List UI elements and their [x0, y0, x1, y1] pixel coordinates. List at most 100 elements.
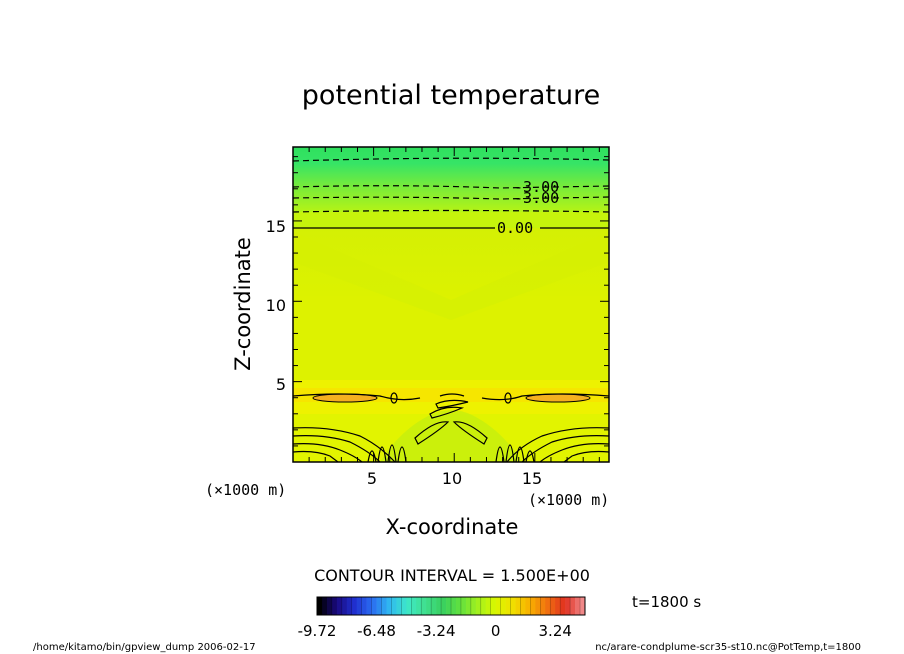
colorbar-cell [426, 597, 432, 615]
colorbar-cell [565, 597, 571, 615]
y-tick-label-5: 5 [276, 375, 286, 394]
colorbar-cell [421, 597, 427, 615]
colorbar-cell [366, 597, 372, 615]
colorbar-frame [316, 596, 586, 616]
colorbar-cell [495, 597, 501, 615]
colorbar-cell [485, 597, 492, 615]
colorbar-cell [505, 597, 511, 615]
x-tick-label-15: 15 [522, 469, 542, 488]
colorbar-cell [361, 597, 367, 615]
colorbar-cell [535, 597, 541, 615]
colorbar-cell [480, 597, 487, 615]
x-tick-label-10: 10 [442, 469, 462, 488]
colorbar-tick-label: 0 [491, 622, 501, 640]
colorbar-cell [520, 597, 526, 615]
colorbar-cell [381, 597, 387, 615]
contour-low-1 [293, 393, 609, 401]
colorbar-cell [396, 597, 402, 615]
y-tick-label-10: 10 [266, 296, 286, 315]
colorbar-cell [580, 597, 586, 615]
y-axis-label: Z-coordinate [231, 237, 255, 371]
colorbar-tick-labels: -9.72 -6.48 -3.24 0 3.24 [298, 622, 572, 640]
colorbar-cell [460, 597, 467, 615]
colorbar-cell [321, 597, 328, 615]
contour-plume-center [414, 393, 488, 445]
colorbar-tick-label: -6.48 [357, 622, 396, 640]
colorbar-cell [500, 597, 506, 615]
plot-frame [292, 146, 610, 463]
colorbar-cell [510, 597, 516, 615]
contour-low-5 [293, 450, 609, 462]
colorbar-cell [560, 597, 566, 615]
colorbar-cell [451, 597, 457, 615]
contour-label-upper: -3.00 [514, 178, 559, 196]
colorbar-cell [490, 597, 496, 615]
time-label: t=1800 s [632, 593, 701, 611]
colorbar-cell [540, 597, 546, 615]
axis-ticks [293, 147, 609, 462]
plot-area [293, 147, 609, 462]
colorbar-cell [416, 597, 422, 615]
field-mid-wedge [293, 232, 609, 320]
field-upper-band [293, 212, 609, 228]
colorbar-cell [391, 597, 397, 615]
contour-dashed-2 [293, 185, 609, 189]
colorbar-cell [465, 597, 472, 615]
contour-small-right [504, 392, 512, 404]
colorbar-tick-label: -9.72 [298, 622, 337, 640]
colorbar-tick-label: 3.24 [539, 622, 572, 640]
colorbar-cell [455, 597, 462, 615]
contour-interval-text: CONTOUR INTERVAL = 1.500E+00 [314, 566, 590, 585]
colorbar-cell [555, 597, 561, 615]
x-axis-label: X-coordinate [386, 515, 519, 539]
colorbar-tick-label: -3.24 [417, 622, 456, 640]
contour-label-group: -3.00 -3.00 0.00 [497, 178, 559, 237]
footer-right: nc/arare-condplume-scr35-st10.nc@PotTemp… [595, 642, 861, 653]
colorbar-cell [431, 597, 437, 615]
colorbar-cell [575, 597, 581, 615]
colorbar-cell [356, 597, 362, 615]
y-tick-label-15: 15 [266, 217, 286, 236]
colorbar-cell [346, 597, 353, 615]
colorbar-cell [570, 597, 576, 615]
colorbar-cell [470, 597, 477, 615]
colorbar-cell [376, 597, 382, 615]
contour-plume-left [367, 444, 407, 462]
contour-dashed-4 [293, 209, 609, 213]
chart-title: potential temperature [302, 80, 600, 111]
contour-low-2 [293, 427, 609, 462]
contour-dashed-3 [293, 196, 609, 200]
colorbar-cell [530, 597, 536, 615]
colorbar-cell [515, 597, 521, 615]
x-tick-label-5: 5 [367, 469, 377, 488]
x-unit-label: (×1000 m) [528, 491, 609, 509]
colorbar-cell [446, 597, 452, 615]
contour-label-lower: -3.00 [514, 189, 559, 207]
colorbar-cell [406, 597, 412, 615]
colorbar-cell [326, 597, 333, 615]
colorbar-cell [436, 597, 442, 615]
colorbar-cell [475, 597, 482, 615]
contour-dashed-1 [293, 157, 609, 162]
field-bottom-greens [380, 410, 522, 462]
contour-small-left [390, 392, 398, 404]
colorbar-cell [336, 597, 343, 615]
contour-label-zero: 0.00 [497, 219, 533, 237]
contour-lines [293, 157, 609, 462]
footer-left: /home/kitamo/bin/gpview_dump 2006-02-17 [33, 642, 256, 653]
colorbar-cell [545, 597, 551, 615]
colorbar-cell [525, 597, 531, 615]
colorbar-cell [411, 597, 417, 615]
colorbar-cell [386, 597, 392, 615]
colorbar-cell [550, 597, 556, 615]
contour-plume-right [495, 444, 535, 462]
colorbar-cell [317, 597, 323, 615]
colorbar-cell [401, 597, 407, 615]
colorbar-cell [441, 597, 447, 615]
colorbar [317, 597, 586, 615]
colorbar-cell [331, 597, 338, 615]
colorbar-cell [351, 597, 358, 615]
z-unit-label: (×1000 m) [205, 481, 286, 499]
field-upper-green [293, 147, 609, 213]
